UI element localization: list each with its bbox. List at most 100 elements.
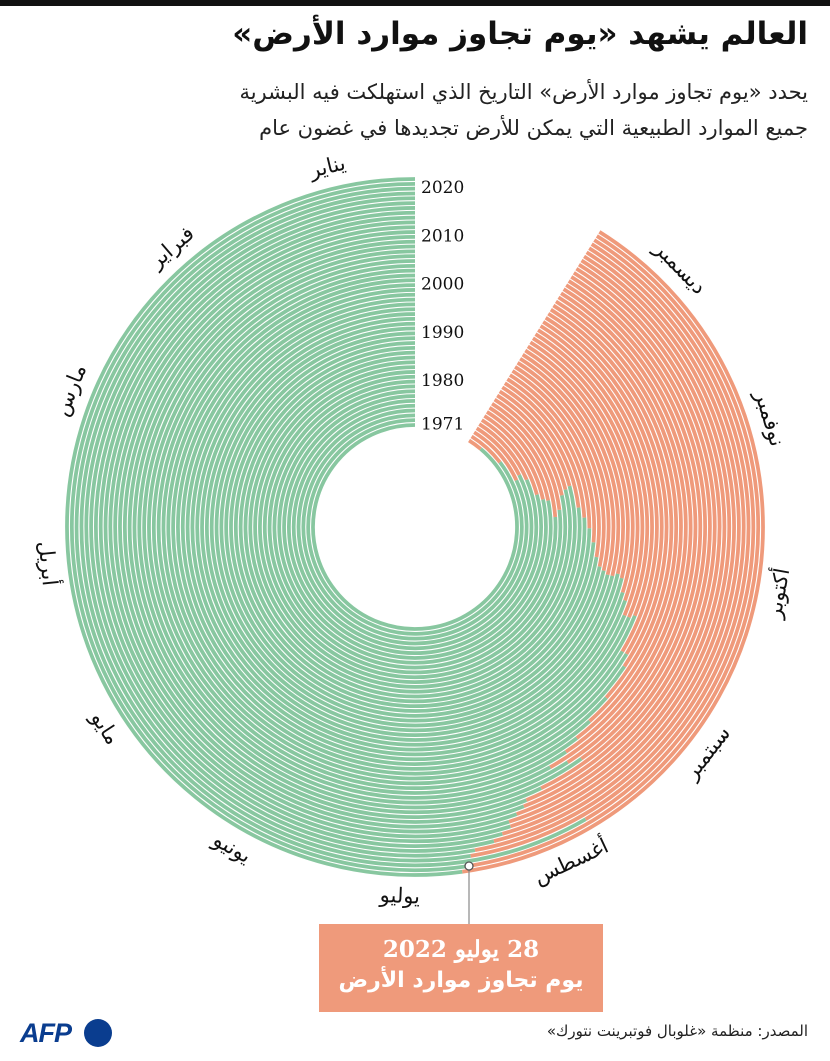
consumed-bar-2005 [147, 259, 578, 795]
consumed-bar-1978 [277, 389, 553, 665]
month-label-11: نوفمبر [750, 387, 790, 449]
consumed-bar-1981 [262, 374, 568, 680]
consumed-bar-2002 [161, 273, 626, 781]
consumed-bar-1983 [253, 365, 577, 689]
overshoot-bar-1973 [473, 430, 519, 482]
overshoot-bar-2013 [516, 267, 722, 816]
overshoot-bar-1976 [480, 418, 539, 496]
overshoot-bar-1999 [539, 324, 654, 617]
overshoot-bar-1986 [506, 377, 592, 529]
overshoot-bar-1974 [475, 426, 521, 476]
year-labels: 1971 1980 1990 2000 2010 2020 [421, 178, 464, 434]
overshoot-bar-2012 [523, 271, 717, 809]
consumed-bar-2001 [166, 278, 629, 776]
year-label-2010: 2010 [421, 226, 464, 246]
overshoot-bar-1981 [493, 397, 564, 496]
overshoot-bar-2020 [584, 238, 756, 821]
overshoot-bar-2006 [557, 295, 688, 754]
overshoot-bar-1985 [503, 381, 587, 518]
consumed-bar-2008 [132, 244, 569, 810]
consumed-bar-1992 [209, 321, 615, 733]
consumed-bar-2017 [89, 201, 495, 853]
overshoot-bar-2017 [493, 250, 741, 843]
callout-box: 28 يوليو 2022 يوم تجاوز موارد الأرض [319, 924, 603, 1012]
overshoot-bar-2008 [562, 287, 698, 764]
overshoot-bar-1994 [526, 344, 630, 579]
overshoot-bar-1992 [521, 353, 621, 577]
consumed-bar-2016 [94, 206, 503, 848]
consumed-bar-1973 [301, 413, 529, 641]
overshoot-bar-2011 [525, 275, 712, 802]
overshoot-bar-1995 [529, 340, 635, 593]
consumed-bar-2010 [123, 235, 543, 819]
month-label-10: أكتوبر [760, 566, 795, 621]
overshoot-bar-1990 [516, 361, 611, 571]
overshoot-bar-2001 [544, 316, 664, 655]
consumed-bar-1972 [306, 418, 524, 636]
overshoot-bar-2018 [474, 246, 746, 853]
consumed-bar-1990 [219, 331, 606, 723]
overshoot-bar-2005 [554, 299, 683, 740]
consumed-bar-1994 [200, 312, 624, 742]
consumed-bar-1974 [296, 408, 534, 646]
consumed-bar-1985 [243, 355, 587, 699]
consumed-bar-2012 [113, 225, 525, 829]
consumed-bar-2020 [74, 186, 587, 868]
consumed-bar-1980 [267, 379, 563, 675]
overshoot-bar-1982 [496, 393, 568, 491]
overshoot-bar-2003 [549, 308, 674, 699]
consumed-bar-2015 [98, 210, 512, 844]
consumed-bars [65, 177, 637, 877]
consumed-bar-1995 [195, 307, 625, 747]
consumed-bar-2018 [84, 196, 476, 858]
overshoot-bar-1975 [478, 422, 529, 481]
subtitle-line-2: جميع الموارد الطبيعية التي يمكن للأرض تج… [259, 116, 808, 140]
consumed-bar-1971 [311, 423, 519, 631]
overshoot-bar-1993 [524, 348, 625, 575]
month-label-1: يناير [306, 151, 348, 183]
year-label-1971: 1971 [421, 415, 464, 435]
year-label-1980: 1980 [421, 371, 464, 391]
overshoot-bar-2021 [466, 234, 761, 869]
overshoot-bars [462, 230, 765, 874]
callout-marker [464, 861, 474, 871]
overshoot-bar-1998 [537, 328, 650, 619]
consumed-bar-1996 [190, 302, 627, 752]
consumed-bar-1986 [238, 350, 592, 704]
consumed-bar-1982 [258, 370, 572, 684]
overshoot-bar-2009 [565, 283, 703, 761]
consumed-bar-1999 [176, 288, 637, 766]
consumed-bar-2009 [127, 239, 583, 815]
afp-logo-text: AFP [20, 1018, 72, 1048]
afp-logo: AFP [20, 1016, 130, 1050]
consumed-bar-1988 [229, 341, 599, 713]
overshoot-bar-2014 [508, 263, 727, 824]
page-title: العالم يشهد «يوم تجاوز موارد الأرض» [232, 16, 808, 52]
consumed-bar-1979 [272, 384, 558, 670]
month-label-4: أبريل [34, 540, 64, 587]
consumed-bar-2000 [171, 283, 625, 771]
consumed-bar-1984 [248, 360, 582, 694]
consumed-bar-1997 [185, 297, 627, 757]
overshoot-bar-2015 [509, 258, 732, 829]
overshoot-bar-2002 [547, 312, 669, 668]
consumed-bar-1977 [282, 394, 548, 660]
overshoot-bar-1996 [531, 336, 640, 602]
overshoot-bar-1979 [488, 406, 558, 518]
subtitle-line-1: يحدد «يوم تجاوز موارد الأرض» التاريخ الذ… [239, 80, 808, 104]
consumed-bar-1991 [214, 326, 610, 728]
overshoot-bar-1980 [491, 402, 562, 511]
overshoot-bar-2019 [470, 242, 751, 858]
consumed-bar-2006 [142, 254, 567, 800]
callout-label: يوم تجاوز موارد الأرض [338, 968, 584, 993]
overshoot-bar-1997 [534, 332, 645, 617]
consumed-bar-2003 [156, 268, 608, 786]
consumed-bar-1975 [291, 403, 539, 651]
overshoot-bar-1991 [519, 357, 616, 576]
consumed-bar-2007 [137, 249, 552, 805]
overshoot-bar-1989 [514, 365, 606, 567]
month-label-7: يوليو [378, 883, 420, 909]
top-rule [0, 0, 830, 6]
overshoot-bar-1988 [511, 369, 601, 558]
consumed-bar-2022 [65, 177, 463, 877]
